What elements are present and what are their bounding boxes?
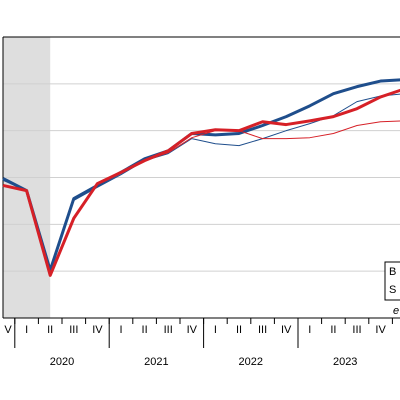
legend-box bbox=[384, 261, 400, 301]
x-tick-label: III bbox=[69, 324, 78, 336]
year-label: 2022 bbox=[239, 356, 263, 368]
year-label: 2020 bbox=[50, 356, 74, 368]
x-tick-label: II bbox=[47, 324, 53, 336]
x-tick-label: II bbox=[236, 324, 242, 336]
legend-label: B bbox=[389, 266, 396, 278]
x-tick-label: IV bbox=[375, 324, 386, 336]
x-tick-label: V bbox=[4, 324, 12, 336]
x-tick-label: I bbox=[214, 324, 217, 336]
x-tick-label: IV bbox=[92, 324, 103, 336]
x-tick-label: II bbox=[142, 324, 148, 336]
x-tick-label: I bbox=[119, 324, 122, 336]
x-tick-label: I bbox=[25, 324, 28, 336]
series-line bbox=[2, 120, 400, 276]
x-tick-label: III bbox=[258, 324, 267, 336]
year-label: 2021 bbox=[144, 356, 168, 368]
source-note: e bbox=[393, 305, 399, 317]
legend-label: S bbox=[389, 284, 396, 296]
series-line bbox=[2, 88, 400, 277]
x-tick-label: IV bbox=[187, 324, 198, 336]
x-tick-label: II bbox=[330, 324, 336, 336]
x-tick-label: III bbox=[352, 324, 361, 336]
year-label: 2023 bbox=[333, 356, 357, 368]
x-tick-label: III bbox=[164, 324, 173, 336]
series-line bbox=[2, 93, 400, 269]
x-tick-label: IV bbox=[281, 324, 292, 336]
x-tick-label: I bbox=[308, 324, 311, 336]
